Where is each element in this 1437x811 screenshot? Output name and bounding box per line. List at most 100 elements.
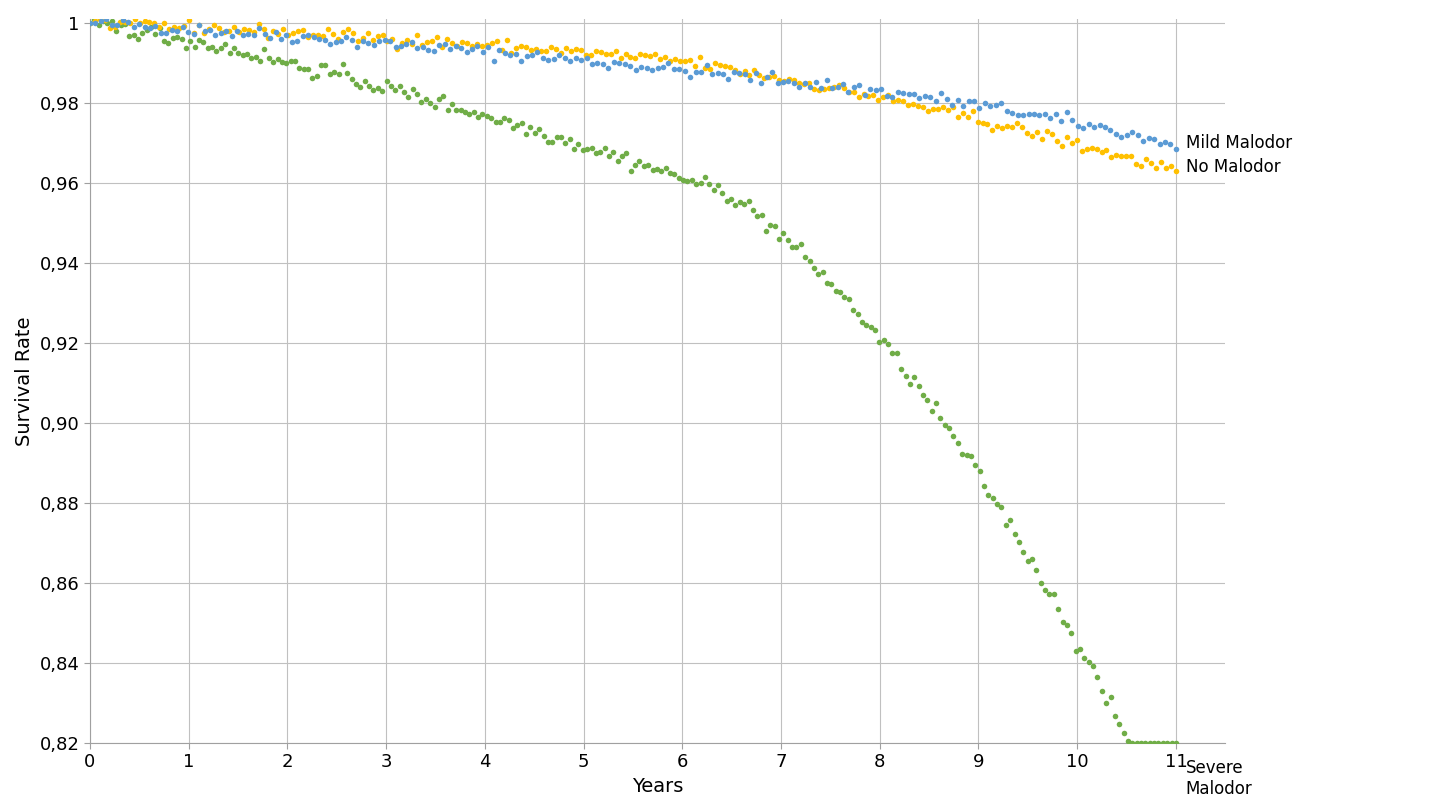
Point	[1164, 142, 1187, 155]
Point	[335, 31, 358, 44]
Point	[306, 29, 329, 42]
Point	[460, 43, 483, 56]
Point	[233, 23, 256, 36]
Point	[1160, 160, 1183, 173]
Point	[216, 24, 239, 37]
Point	[92, 15, 115, 28]
Point	[456, 45, 479, 58]
Point	[868, 336, 891, 349]
Point	[178, 13, 201, 26]
Point	[358, 79, 381, 92]
Point	[463, 105, 486, 118]
Point	[828, 78, 851, 91]
Point	[270, 55, 293, 68]
Point	[743, 64, 766, 77]
Point	[226, 24, 249, 37]
Point	[1007, 535, 1030, 548]
Point	[990, 500, 1013, 513]
Point	[602, 145, 625, 158]
Point	[609, 51, 632, 64]
Point	[614, 58, 637, 71]
Point	[657, 56, 680, 69]
Point	[519, 120, 542, 133]
Point	[1023, 107, 1046, 120]
Point	[739, 74, 762, 87]
Point	[266, 53, 289, 66]
Point	[280, 36, 303, 49]
Point	[89, 13, 112, 26]
Point	[389, 39, 412, 52]
Point	[750, 76, 773, 89]
Point	[907, 100, 930, 113]
Point	[237, 24, 260, 36]
Point	[639, 49, 662, 62]
Point	[1033, 108, 1056, 121]
Point	[144, 28, 167, 41]
Point	[981, 491, 1004, 504]
Point	[931, 101, 954, 114]
Point	[1154, 161, 1177, 174]
Point	[227, 47, 250, 60]
Point	[487, 44, 510, 57]
Point	[356, 36, 379, 49]
Point	[951, 447, 974, 460]
Point	[438, 42, 461, 55]
Point	[713, 59, 736, 72]
Point	[332, 58, 355, 71]
Point	[615, 147, 638, 160]
Point	[569, 44, 592, 57]
Point	[128, 17, 151, 30]
Point	[450, 42, 473, 55]
Point	[366, 82, 389, 95]
Point	[897, 88, 920, 101]
Point	[575, 49, 598, 62]
Point	[1085, 143, 1108, 156]
Point	[371, 84, 394, 97]
Point	[435, 104, 458, 117]
Point	[1075, 142, 1098, 155]
Point	[282, 27, 305, 40]
Point	[754, 225, 777, 238]
Point	[1073, 651, 1096, 664]
Point	[645, 162, 668, 175]
Point	[197, 42, 220, 55]
Point	[493, 47, 516, 60]
Point	[1121, 736, 1144, 749]
Point	[414, 93, 437, 106]
Point	[450, 104, 473, 117]
Point	[1016, 555, 1039, 568]
Point	[506, 118, 529, 131]
Point	[1061, 114, 1083, 127]
Point	[947, 436, 970, 449]
Point	[854, 88, 877, 101]
Point	[996, 120, 1019, 133]
Point	[328, 67, 351, 80]
Point	[596, 61, 619, 74]
Point	[785, 240, 808, 253]
Point	[124, 12, 147, 25]
Point	[168, 22, 191, 35]
Point	[292, 24, 315, 36]
Point	[789, 238, 812, 251]
Point	[114, 16, 137, 29]
Point	[750, 208, 773, 221]
Point	[744, 67, 767, 79]
Point	[729, 196, 752, 209]
Point	[628, 155, 651, 168]
Point	[690, 66, 713, 79]
Point	[693, 62, 716, 75]
Point	[1059, 627, 1082, 640]
Point	[1145, 161, 1168, 174]
Point	[637, 158, 660, 171]
Point	[1154, 135, 1177, 148]
Point	[576, 143, 599, 156]
Point	[203, 18, 226, 31]
Point	[608, 57, 631, 70]
Point	[773, 75, 796, 88]
Point	[391, 36, 414, 49]
Point	[1072, 122, 1095, 135]
Point	[510, 39, 533, 52]
Point	[720, 192, 743, 205]
Point	[1115, 129, 1138, 142]
Point	[135, 23, 158, 36]
